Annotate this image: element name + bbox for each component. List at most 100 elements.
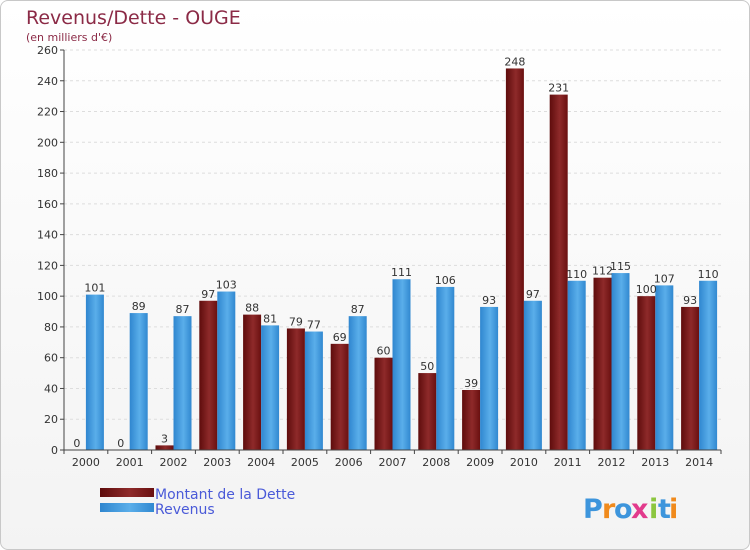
x-tick-label-2013: 2013 <box>641 456 669 469</box>
x-tick-label-2004: 2004 <box>247 456 275 469</box>
y-tick-label-180: 180 <box>37 167 58 180</box>
data-label-revenus-2012: 115 <box>610 260 631 273</box>
bar-debt-2011 <box>549 94 568 450</box>
x-tick-label-2001: 2001 <box>116 456 144 469</box>
bar-revenus-2012 <box>611 273 630 450</box>
legend-swatch-revenus <box>100 503 154 512</box>
bar-debt-2009 <box>462 390 481 450</box>
y-tick-label-80: 80 <box>44 321 58 334</box>
bar-revenus-2009 <box>480 306 499 450</box>
chart-title: Revenus/Dette - OUGE <box>26 7 241 29</box>
legend-item-revenus: Revenus <box>100 502 215 518</box>
logo-letter-3: x <box>631 494 648 525</box>
y-tick-label-60: 60 <box>44 352 58 365</box>
x-tick-label-2006: 2006 <box>335 456 363 469</box>
bar-revenus-2008 <box>436 286 455 450</box>
y-tick-label-240: 240 <box>37 75 58 88</box>
bar-debt-2013 <box>637 296 656 450</box>
bar-revenus-2010 <box>523 300 542 450</box>
data-label-revenus-2008: 106 <box>435 274 456 287</box>
bar-debt-2003 <box>199 300 218 450</box>
y-tick-label-260: 260 <box>37 44 58 57</box>
data-label-revenus-2009: 93 <box>482 294 496 307</box>
logo-letter-5: t <box>658 494 671 525</box>
bar-revenus-2000 <box>85 294 104 450</box>
x-tick-label-2003: 2003 <box>203 456 231 469</box>
bar-debt-2010 <box>505 68 524 450</box>
bar-revenus-2014 <box>699 280 718 450</box>
y-tick-label-160: 160 <box>37 198 58 211</box>
x-tick-label-2012: 2012 <box>598 456 626 469</box>
x-tick-label-2002: 2002 <box>160 456 188 469</box>
y-tick-label-220: 220 <box>37 106 58 119</box>
bar-revenus-2001 <box>129 313 148 450</box>
data-label-revenus-2014: 110 <box>698 268 719 281</box>
bar-debt-2004 <box>243 314 262 450</box>
data-label-debt-2014: 93 <box>683 294 697 307</box>
data-label-debt-2008: 50 <box>420 360 434 373</box>
data-label-revenus-2005: 77 <box>307 319 321 332</box>
y-axis: 0 20 40 60 80 100 120 140 160 180 200 220 240 260 <box>37 44 65 457</box>
legend-label-revenus: Revenus <box>155 502 215 518</box>
bar-revenus-2004 <box>261 325 280 450</box>
logo-letter-1: r <box>602 494 616 525</box>
x-tick-label-2008: 2008 <box>422 456 450 469</box>
bar-debt-2008 <box>418 373 437 450</box>
data-label-debt-2013: 100 <box>636 283 657 296</box>
data-label-revenus-2011: 110 <box>566 268 587 281</box>
bar-debt-2006 <box>330 343 349 450</box>
logo-letter-2: o <box>614 494 633 525</box>
y-tick-label-20: 20 <box>44 413 58 426</box>
bar-revenus-2003 <box>217 291 236 450</box>
data-label-revenus-2001: 89 <box>132 300 146 313</box>
logo-letter-4: i <box>649 494 658 525</box>
x-tick-label-2009: 2009 <box>466 456 494 469</box>
legend: Montant de la Dette Revenus <box>100 487 295 518</box>
data-label-revenus-2004: 81 <box>263 312 277 325</box>
data-label-debt-2011: 231 <box>548 82 569 95</box>
bar-revenus-2005 <box>304 331 323 450</box>
x-tick-label-2014: 2014 <box>685 456 713 469</box>
bar-debt-2005 <box>286 328 305 450</box>
data-label-debt-2003: 97 <box>201 288 215 301</box>
data-label-revenus-2007: 111 <box>391 266 412 279</box>
x-tick-label-2000: 2000 <box>72 456 100 469</box>
bar-revenus-2007 <box>392 279 411 450</box>
data-label-debt-2007: 60 <box>377 345 391 358</box>
chart-subtitle: (en milliers d'€) <box>26 31 112 44</box>
bars <box>85 68 718 450</box>
bar-revenus-2006 <box>348 316 367 450</box>
y-tick-label-40: 40 <box>44 382 58 395</box>
logo-letter-0: P <box>583 494 603 525</box>
y-tick-label-0: 0 <box>51 444 58 457</box>
logo-letter-6: i <box>669 494 678 525</box>
data-label-revenus-2006: 87 <box>351 303 365 316</box>
bar-debt-2007 <box>374 357 393 450</box>
data-label-debt-2012: 112 <box>592 265 613 278</box>
data-label-debt-2005: 79 <box>289 315 303 328</box>
data-label-revenus-2000: 101 <box>84 282 105 295</box>
y-tick-label-200: 200 <box>37 136 58 149</box>
bar-debt-2002 <box>155 445 174 450</box>
legend-swatch-debt <box>100 488 154 497</box>
x-tick-label-2010: 2010 <box>510 456 538 469</box>
data-label-revenus-2010: 97 <box>526 288 540 301</box>
x-tick-label-2005: 2005 <box>291 456 319 469</box>
bar-debt-2014 <box>681 306 700 450</box>
y-tick-label-120: 120 <box>37 259 58 272</box>
x-tick-label-2007: 2007 <box>379 456 407 469</box>
bar-revenus-2013 <box>655 285 674 450</box>
data-label-debt-2006: 69 <box>333 331 347 344</box>
y-tick-label-100: 100 <box>37 290 58 303</box>
data-label-revenus-2013: 107 <box>654 272 675 285</box>
data-label-debt-2004: 88 <box>245 302 259 315</box>
x-tick-label-2011: 2011 <box>554 456 582 469</box>
bar-revenus-2002 <box>173 316 192 450</box>
data-label-debt-2000: 0 <box>73 437 80 450</box>
bar-revenus-2011 <box>567 280 586 450</box>
data-label-debt-2009: 39 <box>464 377 478 390</box>
data-label-debt-2002: 3 <box>161 432 168 445</box>
x-axis: 2000 2001 2002 2003 2004 2005 2006 2007 2008 2009… <box>63 449 722 469</box>
